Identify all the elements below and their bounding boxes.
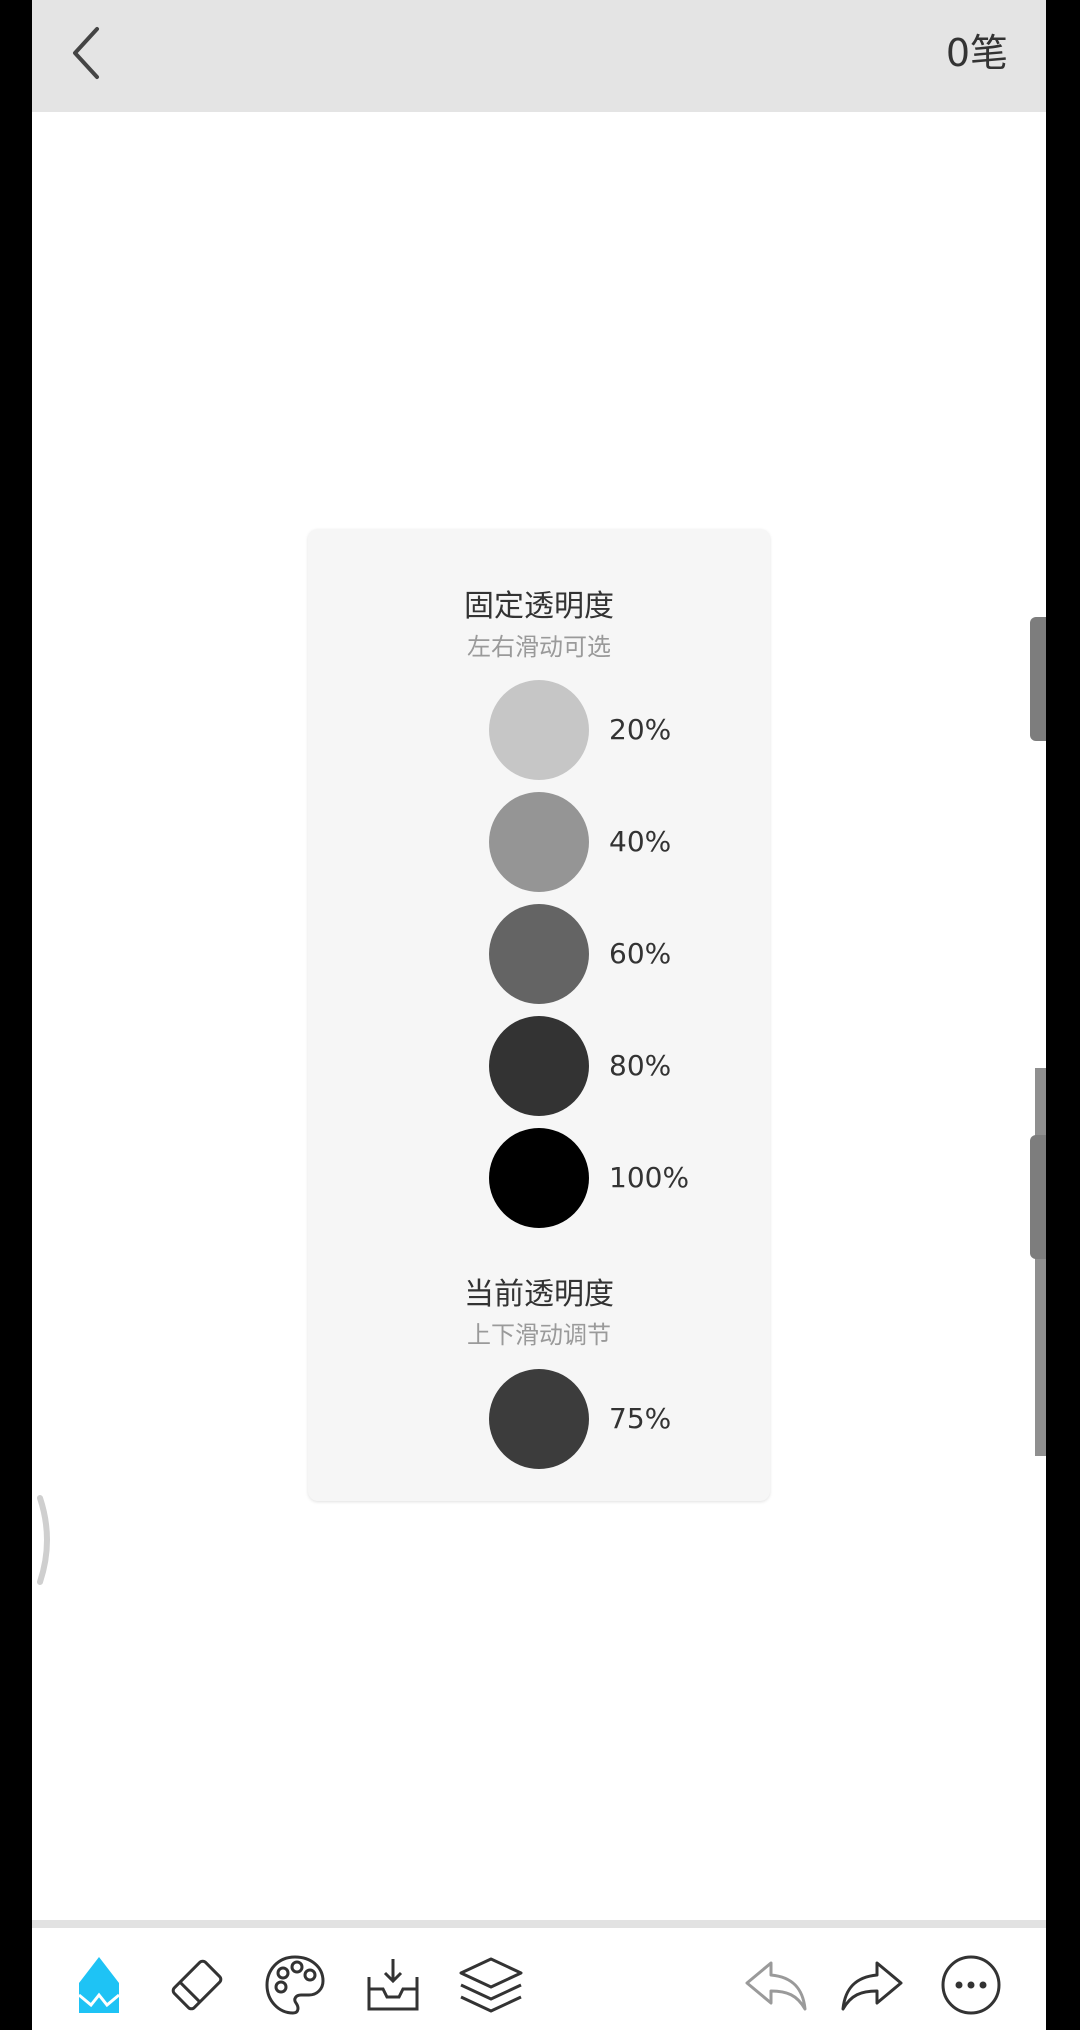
fixed-opacity-subtitle: 左右滑动可选 xyxy=(467,633,611,661)
inbox-icon xyxy=(367,1959,419,2011)
opacity-label: 80% xyxy=(609,1049,672,1082)
top-bar: 0笔 xyxy=(32,0,1046,112)
opacity-label: 100% xyxy=(609,1161,690,1194)
opacity-swatch xyxy=(489,680,589,780)
opacity-swatch xyxy=(489,1016,589,1116)
stroke-count: 0笔 xyxy=(945,31,1008,75)
undo-icon xyxy=(745,1961,807,2011)
bottom-toolbar xyxy=(32,1920,1046,2030)
undo-button[interactable] xyxy=(740,1950,810,2020)
current-opacity-label: 75% xyxy=(609,1402,672,1435)
redo-icon xyxy=(841,1961,903,2011)
opacity-option-100[interactable]: 100% xyxy=(308,1128,770,1228)
right-edge-track xyxy=(1035,1068,1046,1456)
drawing-screen: 0笔 固定透明度 左右滑动可选 20% 40% 60% 80% 100% 当前透… xyxy=(32,0,1046,2030)
current-opacity-subtitle: 上下滑动调节 xyxy=(467,1321,611,1349)
pencil-tool-button[interactable] xyxy=(64,1950,134,2020)
eraser-icon xyxy=(171,1959,223,2011)
opacity-panel: 固定透明度 左右滑动可选 20% 40% 60% 80% 100% 当前透明度 … xyxy=(308,529,770,1501)
current-opacity-swatch xyxy=(489,1369,589,1469)
back-button[interactable] xyxy=(52,18,122,88)
fixed-opacity-title: 固定透明度 xyxy=(464,589,614,624)
opacity-option-80[interactable]: 80% xyxy=(308,1016,770,1116)
layers-icon xyxy=(459,1957,523,2013)
opacity-swatch xyxy=(489,792,589,892)
palette-icon xyxy=(265,1955,325,2015)
left-drawer-handle[interactable] xyxy=(36,1494,56,1586)
pencil-icon xyxy=(78,1957,120,2013)
more-icon xyxy=(941,1955,1001,2015)
opacity-label: 40% xyxy=(609,825,672,858)
opacity-label: 60% xyxy=(609,937,672,970)
opacity-option-40[interactable]: 40% xyxy=(308,792,770,892)
right-edge-handle-bottom[interactable] xyxy=(1030,1135,1046,1259)
chevron-left-icon xyxy=(73,27,99,79)
current-opacity-control[interactable]: 75% xyxy=(308,1369,770,1469)
opacity-swatch xyxy=(489,904,589,1004)
right-edge-handle-top[interactable] xyxy=(1030,617,1046,741)
inbox-tool-button[interactable] xyxy=(358,1950,428,2020)
palette-tool-button[interactable] xyxy=(260,1950,330,2020)
opacity-option-20[interactable]: 20% xyxy=(308,680,770,780)
opacity-label: 20% xyxy=(609,713,672,746)
more-button[interactable] xyxy=(936,1950,1006,2020)
layers-tool-button[interactable] xyxy=(456,1950,526,2020)
redo-button[interactable] xyxy=(838,1950,908,2020)
current-opacity-title: 当前透明度 xyxy=(464,1277,614,1312)
opacity-option-60[interactable]: 60% xyxy=(308,904,770,1004)
eraser-tool-button[interactable] xyxy=(162,1950,232,2020)
opacity-swatch xyxy=(489,1128,589,1228)
